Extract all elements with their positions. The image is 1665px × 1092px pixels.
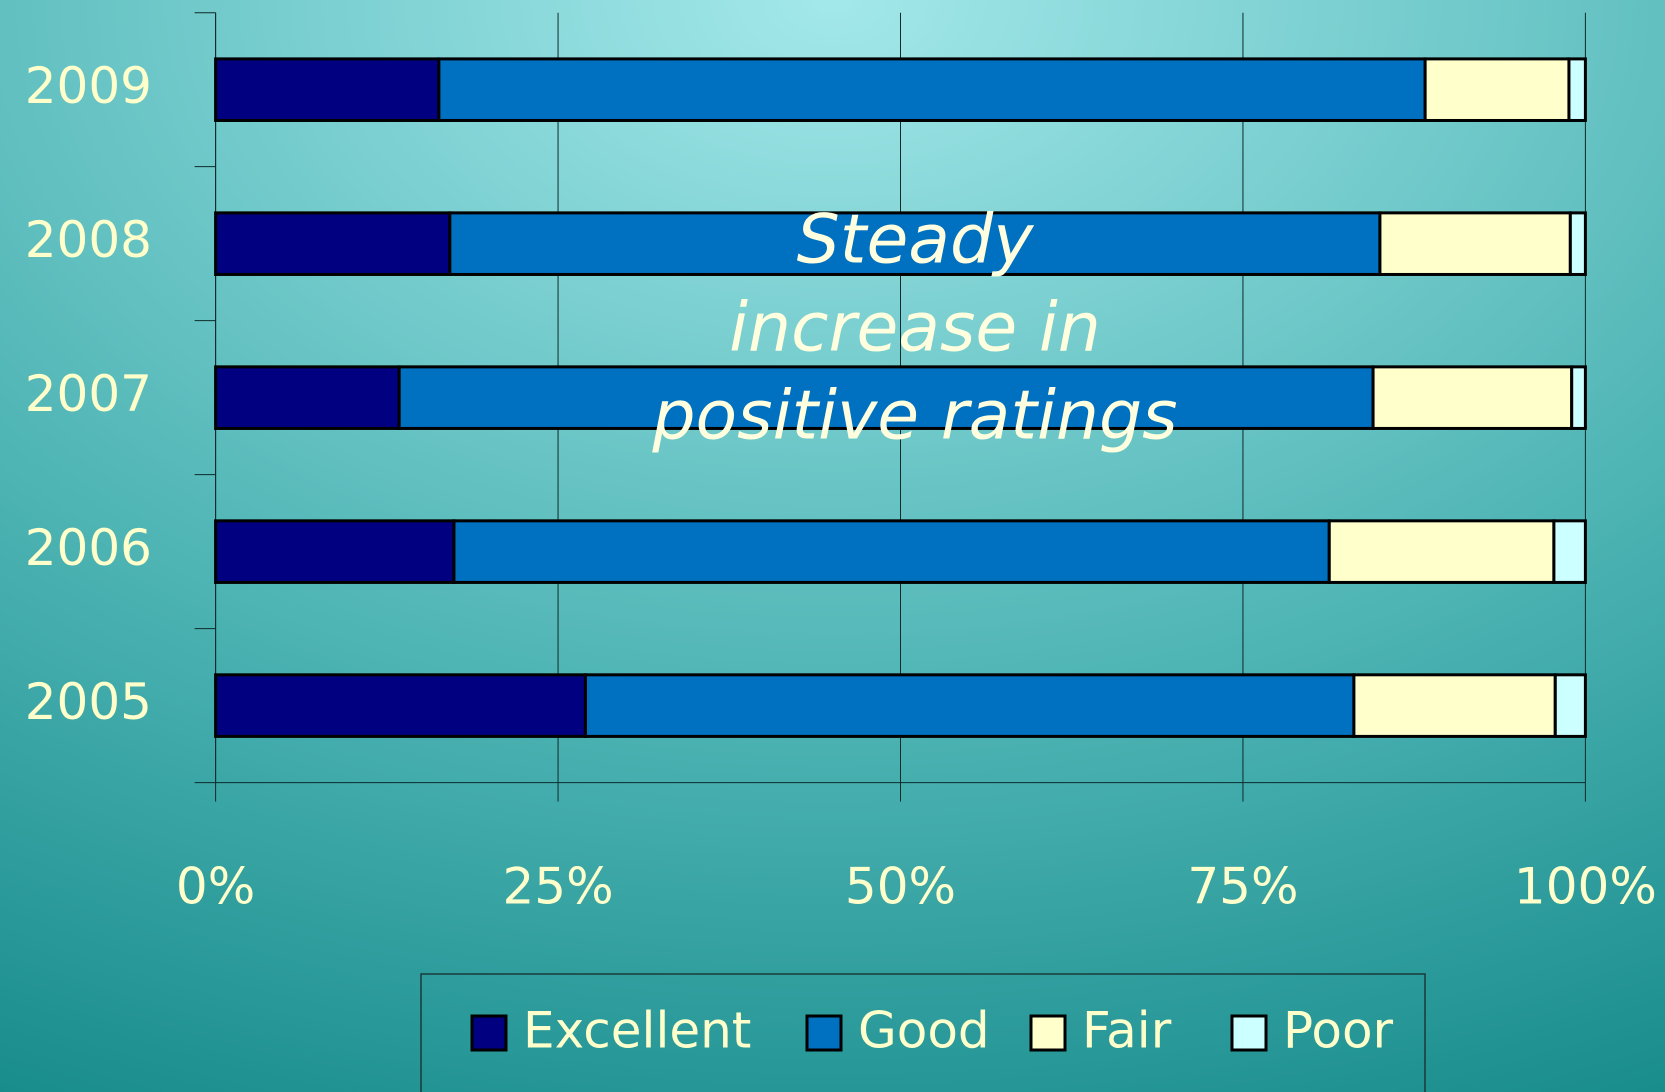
bar-segment: [1568, 211, 1587, 276]
x-tick-label: 75%: [1187, 858, 1298, 916]
legend-swatch: [1230, 1014, 1268, 1052]
legend-label: Excellent: [523, 1002, 751, 1060]
bar-segment: [1378, 211, 1572, 276]
annotation: positive ratings: [651, 377, 1177, 456]
y-tick-label: 2007: [25, 365, 152, 423]
annotation: increase in: [729, 289, 1101, 368]
legend-swatch: [1029, 1014, 1067, 1052]
legend-swatch: [805, 1014, 843, 1052]
y-tick-label: 2006: [25, 519, 152, 577]
y-tick-label: 2008: [25, 211, 152, 269]
bar-segment: [214, 211, 452, 276]
bar-segment: [1327, 519, 1556, 584]
legend-swatch: [470, 1014, 508, 1052]
y-tick-label: 2005: [25, 673, 152, 731]
bar-segment: [1423, 57, 1571, 122]
legend-label: Poor: [1283, 1002, 1394, 1060]
legend-label: Good: [858, 1002, 990, 1060]
bar-segment: [1570, 365, 1587, 430]
bar-segment: [1371, 365, 1574, 430]
x-tick-label: 100%: [1514, 858, 1657, 916]
y-tick-label: 2009: [25, 57, 152, 115]
bar-segment: [583, 673, 1356, 738]
bar-segment: [214, 57, 441, 122]
bar-segment: [1552, 519, 1587, 584]
bar-segment: [214, 365, 401, 430]
bar-segment: [397, 365, 1375, 430]
annotation: Steady: [797, 201, 1034, 280]
bar-segment: [1352, 673, 1557, 738]
bar-segment: [437, 57, 1427, 122]
bar-segment: [214, 673, 587, 738]
x-tick-label: 50%: [845, 858, 956, 916]
bar-segment: [214, 519, 456, 584]
bar-segment: [1553, 673, 1587, 738]
bar-segment: [1567, 57, 1587, 122]
legend-label: Fair: [1082, 1002, 1172, 1060]
bar-segment: [448, 211, 1382, 276]
x-tick-label: 25%: [502, 858, 613, 916]
bar-segment: [452, 519, 1331, 584]
legend-box: [420, 973, 1426, 1092]
x-tick-label: 0%: [176, 858, 255, 916]
